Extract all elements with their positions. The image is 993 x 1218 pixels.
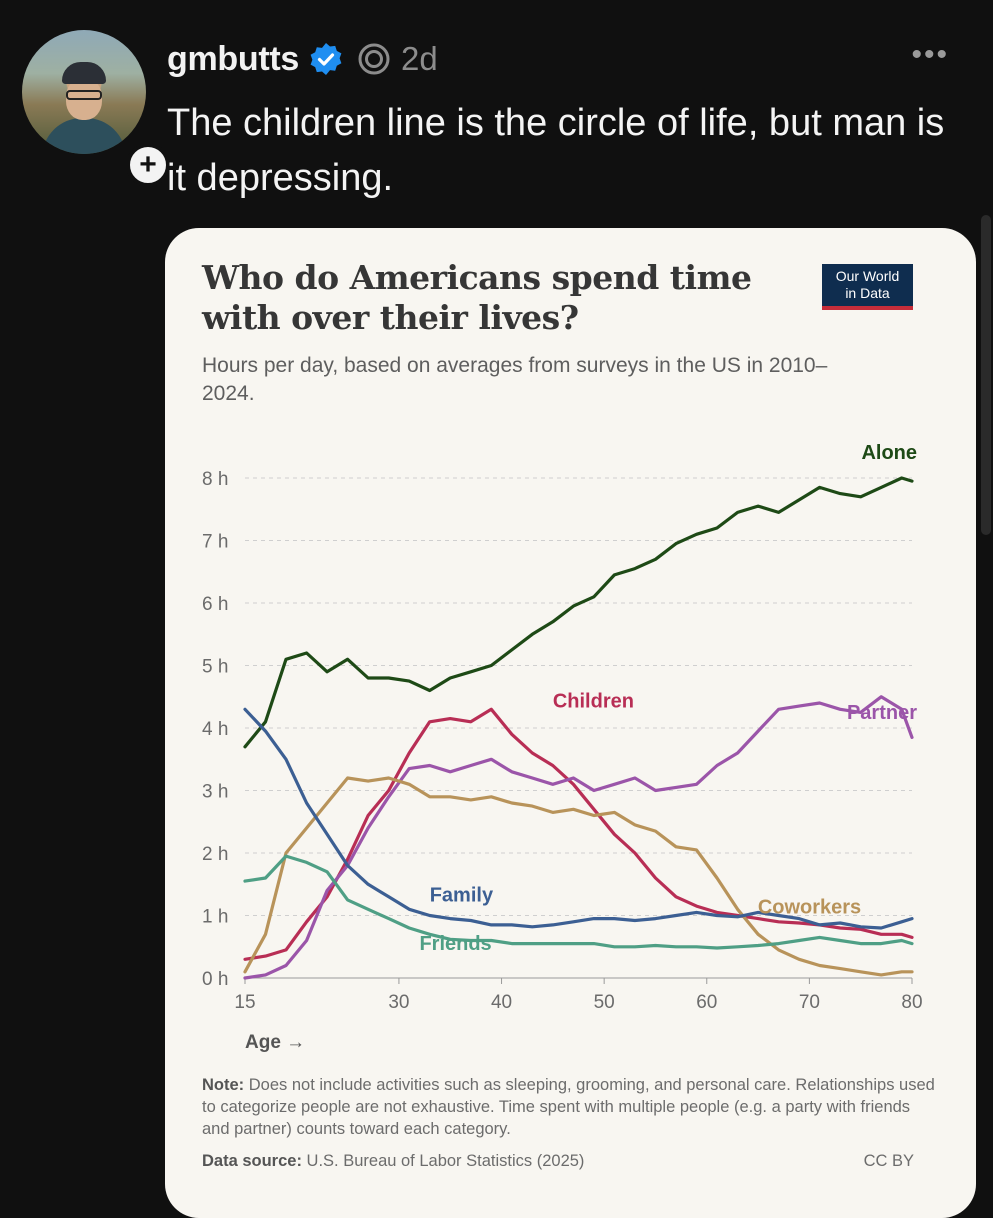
series-label-friends: Friends — [419, 933, 491, 955]
series-line-coworkers — [243, 776, 914, 977]
scrollbar[interactable] — [981, 215, 991, 535]
x-axis-label: Age → — [245, 1032, 305, 1053]
owid-logo: Our World in Data — [822, 264, 913, 310]
source-text: U.S. Bureau of Labor Statistics (2025) — [301, 1152, 585, 1170]
x-tick-label: 60 — [696, 992, 717, 1013]
verified-badge-icon — [310, 43, 342, 75]
series-label-coworkers: Coworkers — [758, 896, 861, 918]
y-tick-label: 8 h — [202, 469, 228, 490]
note-label: Note: — [202, 1076, 245, 1094]
y-tick-label: 1 h — [202, 907, 228, 928]
series-line-friends — [243, 854, 914, 950]
chart-subtitle: Hours per day, based on averages from su… — [202, 354, 828, 405]
x-tick-label: 70 — [799, 992, 820, 1013]
chart-note: Note: Does not include activities such a… — [202, 1074, 942, 1140]
line-chart: 0 h 1 h 2 h 3 h 4 h 5 h 6 h 7 h 8 h 15 30 40 50 60 70 8… — [202, 442, 923, 1053]
x-tick-label: 30 — [388, 992, 409, 1013]
y-tick-label: 7 h — [202, 532, 228, 553]
more-options-icon[interactable]: ••• — [911, 38, 949, 71]
avatar[interactable] — [22, 30, 146, 154]
series-line-partner — [243, 695, 914, 980]
note-text: Does not include activities such as slee… — [202, 1076, 935, 1138]
series-label-partner: Partner — [847, 702, 917, 724]
y-tick-label: 6 h — [202, 594, 228, 615]
x-tick-label: 50 — [594, 992, 615, 1013]
owid-logo-line2: in Data — [845, 285, 890, 301]
avatar-cap — [62, 62, 106, 84]
post-header: gmbutts 2d — [167, 36, 438, 82]
avatar-glasses — [66, 90, 102, 100]
avatar-jacket — [42, 118, 126, 154]
source-label: Data source: — [202, 1152, 302, 1170]
y-tick-label: 5 h — [202, 657, 228, 678]
thread-icon — [358, 43, 390, 75]
y-tick-label: 3 h — [202, 782, 228, 803]
avatar-container[interactable]: + — [22, 30, 170, 187]
y-tick-label: 4 h — [202, 719, 228, 740]
series-line-alone — [243, 476, 914, 749]
series-label-children: Children — [553, 690, 634, 712]
chart-card[interactable]: Who do Americans spend time with over th… — [165, 228, 976, 1218]
x-tick-label: 15 — [234, 992, 255, 1013]
y-tick-label: 2 h — [202, 844, 228, 865]
data-source: Data source: U.S. Bureau of Labor Statis… — [202, 1150, 922, 1172]
post-caption: The children line is the circle of life,… — [167, 102, 945, 199]
x-tick-label: 80 — [901, 992, 922, 1013]
username[interactable]: gmbutts — [167, 39, 299, 78]
post-time: 2d — [401, 40, 438, 77]
owid-logo-line1: Our World — [835, 268, 900, 284]
series-label-family: Family — [430, 885, 494, 907]
license-text: CC BY — [863, 1152, 914, 1170]
series-label-alone: Alone — [861, 442, 917, 464]
series-line-children — [243, 707, 914, 961]
y-tick-label: 0 h — [202, 969, 228, 990]
x-tick-label: 40 — [491, 992, 512, 1013]
follow-plus-icon[interactable]: + — [126, 143, 170, 187]
chart-title: Who do Americans spend time with over th… — [202, 258, 752, 337]
series-line-family — [243, 707, 914, 930]
